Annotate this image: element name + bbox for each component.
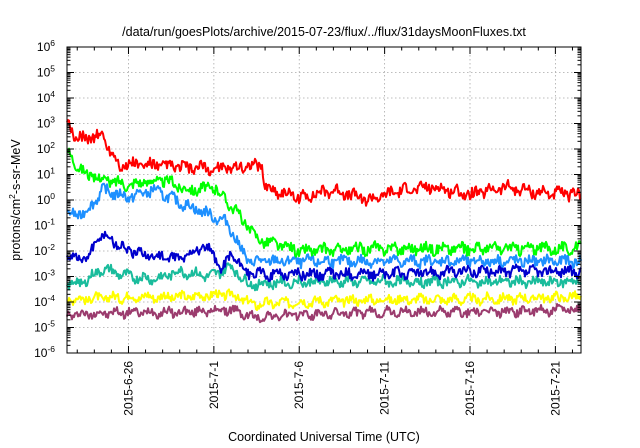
y-tick-label: 10-6	[34, 344, 55, 360]
y-tick-label: 10-5	[34, 319, 55, 335]
y-tick-label: 10-2	[34, 242, 55, 258]
y-tick-label: 10-4	[34, 293, 55, 309]
x-tick-label: 2015-7-11	[378, 361, 392, 415]
y-tick-label: 105	[37, 64, 55, 80]
series-line	[66, 303, 582, 324]
series-line	[66, 182, 582, 270]
series-line	[66, 288, 582, 311]
series-group	[66, 119, 582, 324]
series-line	[66, 262, 582, 292]
series-line	[66, 119, 582, 207]
y-tick-label: 10-1	[34, 217, 55, 233]
x-axis-label: Coordinated Universal Time (UTC)	[228, 430, 420, 444]
series-line	[66, 230, 582, 283]
y-tick-label: 101	[37, 166, 55, 182]
y-tick-label: 103	[37, 115, 55, 131]
x-tick-label: 2015-7-16	[463, 361, 477, 416]
x-tick-label: 2015-6-26	[121, 361, 135, 416]
y-tick-label: 10-3	[34, 268, 55, 284]
y-tick-label: 106	[37, 38, 55, 54]
y-tick-label: 102	[37, 140, 55, 156]
chart-title: /data/run/goesPlots/archive/2015-07-23/f…	[122, 25, 526, 39]
x-tick-label: 2015-7-21	[548, 361, 562, 416]
y-tick-label: 100	[37, 191, 55, 207]
y-tick-labels: 10-6 10-5 10-4 10-3 10-2 10-1 100 101 102 103 104 1…	[34, 38, 55, 360]
x-tick-label: 2015-7-6	[292, 361, 306, 409]
y-axis-label: protons/cm2-s-sr-MeV	[7, 139, 23, 261]
series-line	[66, 147, 582, 258]
y-tick-label: 104	[37, 89, 55, 105]
x-tick-label: 2015-7-1	[207, 361, 221, 409]
x-tick-labels: 2015-6-26 2015-7-1 2015-7-6 2015-7-11 2015-7…	[121, 361, 562, 416]
ticks	[67, 46, 581, 354]
